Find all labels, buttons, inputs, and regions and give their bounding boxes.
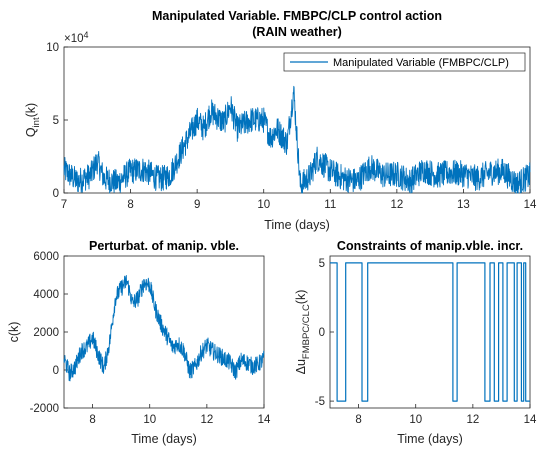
chart-title-bottom-left: Perturbat. of manip. vble. <box>89 239 239 253</box>
y-label-sub: int <box>31 117 42 127</box>
x-tick-label: 11 <box>324 199 336 211</box>
x-tick-label: 7 <box>61 199 67 211</box>
x-axis-label-bottom-right: Time (days) <box>397 432 463 446</box>
chart-title-bottom-right: Constraints of manip.vble. incr. <box>337 239 523 253</box>
legend-top: Manipulated Variable (FMBPC/CLP) <box>283 52 526 72</box>
exponent-power: 4 <box>84 30 89 40</box>
ticks-bottom-right: 8 10 12 14 -5 0 5 <box>315 258 537 426</box>
y-tick-label: 0 <box>53 188 59 200</box>
series-bottom-right <box>330 262 530 402</box>
y-label-suffix: (k) <box>294 290 308 305</box>
y-tick-label: 5 <box>53 115 59 127</box>
series-line <box>63 85 531 194</box>
x-axis-label-top: Time (days) <box>264 218 330 232</box>
y-tick-label: 2000 <box>33 327 59 339</box>
x-tick-label: 10 <box>257 199 270 211</box>
ticks-top: 7 8 9 10 11 12 13 14 0 5 10 <box>46 42 537 211</box>
exponent-label-top: ×104 <box>64 30 89 45</box>
plot-area-bottom-right <box>329 255 531 409</box>
series-line <box>330 262 530 402</box>
x-tick-label: 14 <box>258 414 271 426</box>
chart-bottom-right: Constraints of manip.vble. incr. ΔuFMBPC… <box>294 239 537 446</box>
y-tick-label: 0 <box>319 327 325 339</box>
x-tick-label: 10 <box>143 414 156 426</box>
x-tick-label: 12 <box>200 414 213 426</box>
y-label-main: Δu <box>294 359 308 374</box>
y-label-suffix: (k) <box>24 103 38 118</box>
series-bottom-left <box>63 274 265 382</box>
chart-title-top: Manipulated Variable. FMBPC/CLP control … <box>152 9 442 23</box>
y-tick-label: 6000 <box>33 251 59 263</box>
y-tick-label: 4000 <box>33 289 59 301</box>
y-tick-label: 5 <box>319 258 325 270</box>
x-tick-label: 8 <box>89 414 95 426</box>
x-tick-label: 14 <box>524 199 537 211</box>
chart-subtitle-top: (RAIN weather) <box>252 25 342 39</box>
chart-top: Manipulated Variable. FMBPC/CLP control … <box>24 9 537 232</box>
x-tick-label: 8 <box>127 199 133 211</box>
y-label-main: Q <box>24 127 38 137</box>
y-axis-label-top: Qint(k) <box>24 103 42 137</box>
x-tick-label: 14 <box>524 414 537 426</box>
legend-box <box>283 52 526 72</box>
series-top <box>63 85 531 194</box>
x-axis-label-bottom-left: Time (days) <box>131 432 197 446</box>
x-tick-label: 12 <box>390 199 403 211</box>
y-label-sub: FMBPC/CLC <box>301 304 312 359</box>
legend-label: Manipulated Variable (FMBPC/CLP) <box>333 57 509 69</box>
x-tick-label: 9 <box>194 199 200 211</box>
x-tick-label: 13 <box>457 199 470 211</box>
y-tick-label: -2000 <box>30 403 59 415</box>
x-tick-label: 8 <box>355 414 361 426</box>
x-tick-label: 12 <box>466 414 479 426</box>
y-tick-label: 10 <box>46 42 59 54</box>
exponent-base: ×10 <box>64 33 84 45</box>
y-tick-label: 0 <box>53 365 59 377</box>
chart-bottom-left: Perturbat. of manip. vble. c(k) Time (da… <box>7 239 271 446</box>
y-axis-label-bottom-right: ΔuFMBPC/CLC(k) <box>294 290 312 375</box>
y-tick-label: -5 <box>315 396 325 408</box>
series-line <box>63 274 265 382</box>
y-axis-label-bottom-left: c(k) <box>7 322 21 343</box>
x-tick-label: 10 <box>409 414 422 426</box>
ticks-bottom-left: 8 10 12 14 -2000 0 2000 4000 6000 <box>30 251 271 426</box>
